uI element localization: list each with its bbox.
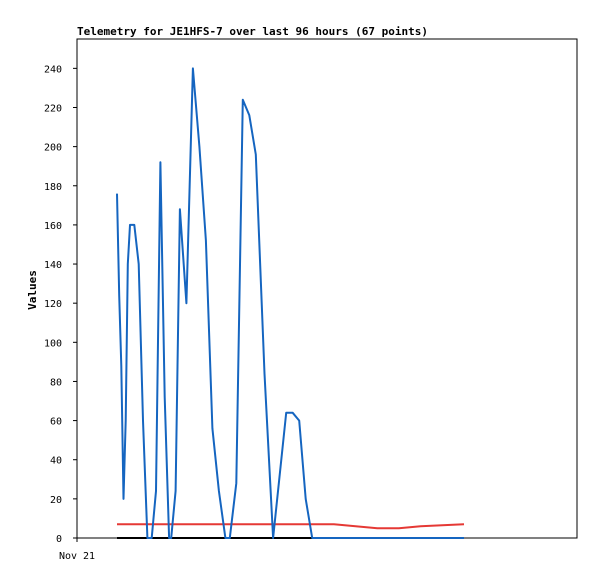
y-tick-label: 80 — [50, 377, 62, 388]
series-layer — [116, 67, 465, 539]
chart-title: Telemetry for JE1HFS-7 over last 96 hour… — [77, 25, 428, 38]
x-tick-label: Nov 21 — [59, 551, 95, 562]
y-tick-label: 60 — [50, 417, 62, 428]
y-tick-label: 220 — [44, 103, 62, 114]
y-tick-label: 120 — [44, 299, 62, 310]
y-tick-label: 20 — [50, 495, 62, 506]
x-axis: Nov 21 — [59, 538, 95, 562]
plot-area-frame — [76, 38, 578, 539]
y-tick-label: 160 — [44, 221, 62, 232]
y-tick-label: 140 — [44, 260, 62, 271]
series-line-1 — [117, 523, 465, 530]
series-line-0 — [116, 67, 464, 539]
y-tick-label: 100 — [44, 338, 62, 349]
y-axis: 0 20 40 60 80 100 120 140 160 180 200 220 240 — [44, 64, 77, 545]
y-tick-label: 240 — [44, 64, 62, 75]
y-tick-label: 40 — [50, 456, 62, 467]
y-axis-label: Values — [26, 270, 39, 310]
y-tick-label: 0 — [56, 534, 62, 545]
y-tick-label: 180 — [44, 182, 62, 193]
y-tick-label: 200 — [44, 143, 62, 154]
